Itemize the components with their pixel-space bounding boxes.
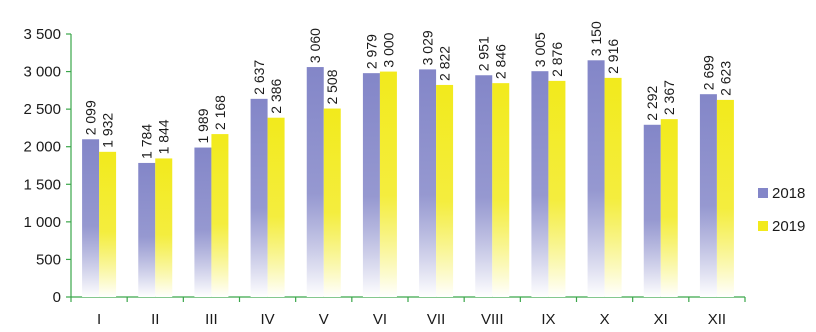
data-label-2018-VIII: 2 951 (476, 36, 492, 71)
data-label-2018-X: 3 150 (588, 21, 604, 56)
data-label-2018-IX: 3 005 (532, 32, 548, 67)
x-tick-label: VI (373, 311, 387, 327)
x-tick-label: XII (708, 311, 726, 327)
bar-2019-IX (548, 81, 565, 297)
x-tick-label: IV (260, 311, 274, 327)
bar-2019-IV (268, 118, 285, 297)
data-label-2019-V: 2 508 (324, 69, 340, 104)
x-tick-label: III (205, 311, 218, 327)
bar-2018-V (307, 67, 324, 297)
data-label-2019-VI: 3 000 (380, 32, 396, 67)
bar-2018-XII (700, 94, 717, 297)
legend-swatch-2019 (758, 221, 768, 231)
x-tick-label: XI (654, 311, 668, 327)
data-label-2018-XII: 2 699 (700, 55, 716, 90)
legend-swatch-2018 (758, 188, 768, 198)
bar-2019-V (324, 109, 341, 297)
bar-2019-XII (717, 100, 734, 297)
bar-2018-VI (363, 73, 380, 297)
x-tick-label: IX (541, 311, 555, 327)
y-tick-label: 1 500 (23, 176, 61, 193)
bar-2019-X (605, 78, 622, 297)
data-label-2018-IV: 2 637 (251, 60, 267, 95)
bar-2018-VIII (475, 75, 492, 297)
y-tick-label: 3 500 (23, 26, 61, 43)
data-label-2019-III: 2 168 (212, 95, 228, 130)
x-tick-label: VII (427, 311, 445, 327)
y-tick-label: 2 000 (23, 139, 61, 156)
y-tick-label: 3 000 (23, 64, 61, 81)
x-tick-label: II (151, 311, 159, 327)
data-label-2018-XI: 2 292 (644, 86, 660, 121)
legend-label-2019: 2019 (772, 218, 805, 235)
bar-2019-I (99, 152, 116, 297)
data-label-2019-IV: 2 386 (268, 78, 284, 113)
y-tick-label: 1 000 (23, 214, 61, 231)
bar-2018-IX (531, 71, 548, 297)
bar-2018-VII (419, 69, 436, 297)
y-tick-label: 0 (53, 289, 61, 306)
data-label-2019-IX: 2 876 (549, 42, 565, 77)
bar-2018-IV (251, 99, 268, 297)
bar-2019-VIII (492, 83, 509, 297)
data-label-2019-XII: 2 623 (717, 61, 733, 96)
data-label-2018-II: 1 784 (139, 124, 155, 159)
x-tick-label: I (97, 311, 101, 327)
bar-2019-VII (436, 85, 453, 297)
x-tick-label: V (319, 311, 329, 327)
bar-2018-XI (644, 125, 661, 297)
x-tick-label: X (600, 311, 610, 327)
x-tick-label: VIII (481, 311, 504, 327)
data-label-2018-VI: 2 979 (363, 34, 379, 69)
bar-2018-X (588, 60, 605, 297)
data-label-2019-X: 2 916 (605, 39, 621, 74)
data-label-2018-V: 3 060 (307, 28, 323, 63)
y-tick-label: 500 (36, 251, 61, 268)
data-label-2019-VII: 2 822 (437, 46, 453, 81)
data-label-2019-VIII: 2 846 (493, 44, 509, 79)
data-label-2019-II: 1 844 (156, 119, 172, 154)
legend-label-2018: 2018 (772, 185, 805, 202)
bar-2019-VI (380, 72, 397, 297)
bar-2019-III (211, 134, 228, 297)
bar-2018-II (138, 163, 155, 297)
data-label-2018-VII: 3 029 (420, 30, 436, 65)
bar-2018-I (82, 139, 99, 297)
data-label-2018-III: 1 989 (195, 108, 211, 143)
y-tick-label: 2 500 (23, 101, 61, 118)
bar-2018-III (194, 148, 211, 297)
data-label-2018-I: 2 099 (83, 100, 99, 135)
bar-2019-XI (661, 119, 678, 297)
bar-2019-II (155, 158, 172, 297)
data-label-2019-XI: 2 367 (661, 80, 677, 115)
data-label-2019-I: 1 932 (100, 113, 116, 148)
